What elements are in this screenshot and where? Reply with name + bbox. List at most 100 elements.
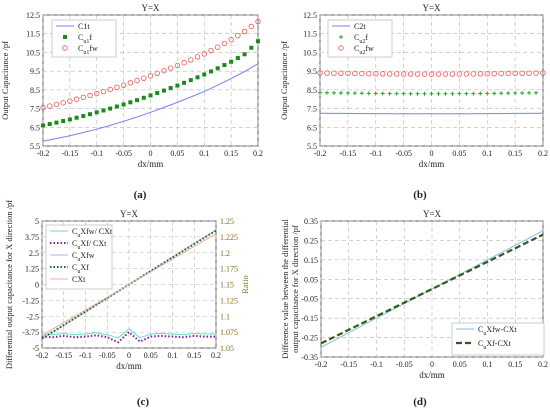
series-Cu1fw [40, 18, 261, 111]
data-point [471, 91, 476, 96]
data-point [408, 91, 413, 96]
data-point [53, 101, 60, 108]
data-point [492, 91, 497, 96]
data-point [359, 91, 364, 96]
legend-label: CuXf-CXt [478, 339, 512, 351]
x-tick-label: 0.2 [538, 149, 548, 158]
x-axis-label: dx/mm [116, 361, 142, 371]
y-tick-label: 12.5 [303, 11, 317, 20]
y-axis-label: Output Capacitance /pf [0, 41, 10, 120]
legend-label: CuXfw/ CXt [72, 227, 113, 239]
x-axis-label: dx/mm [138, 159, 164, 169]
y-tick-label: -3.75 [22, 328, 39, 337]
data-point [208, 69, 213, 74]
data-point [442, 71, 449, 77]
data-point [345, 70, 351, 77]
y-right-tick-label: 1.225 [220, 233, 238, 242]
x-tick-label: 0.1 [199, 149, 209, 158]
x-tick-label: 0.1 [168, 351, 178, 360]
data-point [456, 71, 463, 77]
data-point [352, 70, 358, 77]
y-tick-label: 0.05 [304, 275, 318, 284]
series-Cu1f [41, 39, 260, 128]
data-point [87, 92, 93, 99]
series-line [319, 112, 544, 115]
panel-label: (c) [137, 396, 150, 408]
data-point [194, 54, 201, 60]
data-point [101, 108, 106, 113]
legend-label: Cu1f [78, 33, 92, 45]
x-tick-label: -0.05 [395, 149, 412, 158]
data-point [352, 91, 357, 96]
data-point [338, 70, 344, 76]
y-tick-label: 6.5 [30, 123, 40, 132]
data-point [221, 40, 228, 47]
y-right-tick-label: 1.1 [220, 312, 230, 321]
y-tick-label: 11.5 [303, 30, 317, 39]
y-tick-label: 0.35 [304, 217, 318, 226]
data-point [47, 122, 52, 127]
y-tick-label: 0.25 [304, 236, 318, 245]
x-tick-label: 0.05 [453, 360, 467, 369]
x-tick-label: 0 [430, 360, 434, 369]
data-point [214, 44, 221, 50]
data-point [141, 95, 146, 100]
data-point [436, 91, 441, 96]
data-point [443, 91, 448, 96]
x-tick-label: -0.1 [79, 351, 92, 360]
data-point [174, 62, 181, 69]
data-point [464, 91, 469, 96]
y-tick-label: 0 [35, 281, 39, 290]
series-line [41, 233, 217, 336]
y-axis-label: output capacitance for X direction /pf [290, 225, 300, 353]
data-point [484, 71, 490, 77]
chart-panel-1: -0.2 -0.15 -0.1 -0.05 0 0.05 0.1 0.15 0.2 5.5 6.5 7… [0, 3, 263, 169]
y-right-tick-label: 1.15 [220, 281, 234, 290]
data-point [499, 91, 504, 96]
legend-box [451, 322, 545, 356]
data-point [141, 75, 147, 81]
data-point [40, 104, 46, 111]
y-tick-label: 10.5 [303, 48, 317, 57]
y-tick-label: -5 [32, 344, 39, 353]
data-point [248, 23, 254, 30]
data-point [235, 32, 241, 39]
data-point [513, 91, 518, 96]
x-tick-label: -0.15 [340, 149, 357, 158]
x-tick-label: 0.15 [224, 149, 238, 158]
data-point [61, 119, 66, 124]
y-tick-label: 12.5 [26, 11, 40, 20]
series-CuXfw/CXt [41, 328, 216, 339]
data-point [135, 98, 140, 103]
data-point [380, 91, 385, 96]
y-tick-label: 7.5 [307, 105, 317, 114]
legend-label: Cu2f [354, 33, 368, 45]
x-tick-label: -0.15 [62, 149, 79, 158]
data-point [324, 90, 329, 95]
series-Cu2f [318, 90, 539, 96]
data-point [387, 91, 392, 96]
y-tick-label: -0.15 [301, 314, 318, 323]
y-tick-label: 8.5 [30, 86, 40, 95]
data-point [450, 91, 455, 96]
data-point [505, 70, 511, 77]
data-point [393, 71, 400, 77]
legend-label: CuXf/ CXt [72, 239, 107, 251]
x-tick-label: -0.1 [369, 149, 382, 158]
data-point [519, 70, 525, 76]
series-line [320, 230, 544, 348]
legend-label: Cu2fw [354, 44, 374, 56]
data-point [414, 71, 421, 77]
data-point [114, 84, 120, 91]
data-point [506, 91, 511, 96]
x-axis-label: dx/mm [419, 159, 445, 169]
data-point [54, 120, 59, 125]
x-tick-label: 0.2 [538, 360, 548, 369]
data-point [485, 91, 490, 96]
data-point [359, 70, 365, 77]
data-point [463, 71, 470, 77]
legend-label: CXt [72, 275, 86, 284]
chart-title: Y=X [423, 209, 442, 219]
